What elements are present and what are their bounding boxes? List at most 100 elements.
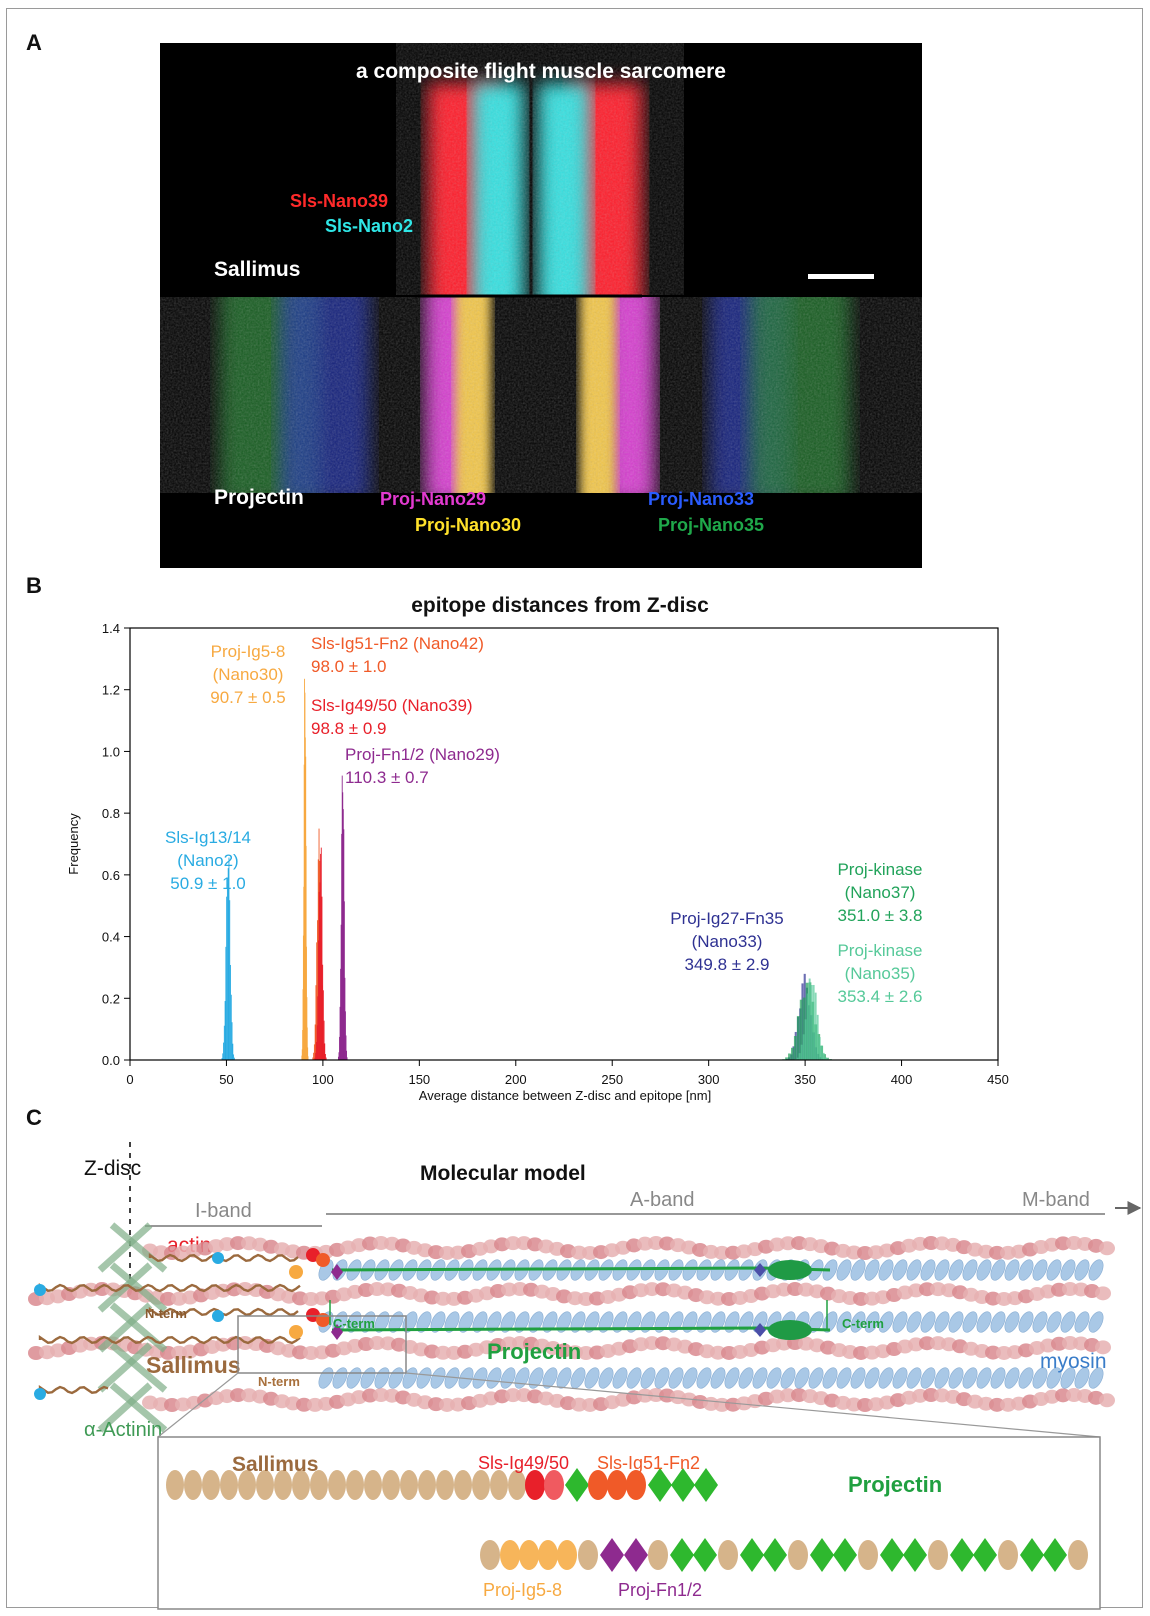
peak-bar — [340, 968, 342, 1060]
m-band-label: M-band — [1022, 1189, 1090, 1211]
sallimus-model-label: Sallimus — [146, 1352, 241, 1378]
stain-label-proj-nano35: Proj-Nano35 — [658, 515, 765, 535]
peak-bar — [315, 1041, 317, 1060]
peak-bar — [225, 946, 227, 1060]
peak-bar — [808, 978, 811, 1060]
peak-bar — [798, 1053, 801, 1060]
peak-bar — [324, 1054, 326, 1060]
peak-label: Proj-kinase — [837, 860, 922, 879]
peak-bar — [315, 985, 317, 1060]
inset-sls-ig51-fn2-label: Sls-Ig51-Fn2 — [597, 1453, 700, 1473]
peak-bar — [318, 891, 320, 1060]
x-tick-label: 400 — [891, 1072, 913, 1087]
peak-bar — [802, 997, 806, 1060]
inset-sallimus-domains — [166, 1468, 718, 1502]
peak-bar — [793, 1036, 797, 1060]
projectin-strand — [289, 1248, 831, 1280]
peak-bar — [233, 1057, 235, 1060]
peak-bar — [342, 809, 344, 1060]
peak-label: 98.0 ± 1.0 — [311, 657, 387, 676]
peak-bar — [804, 1019, 807, 1060]
peak-bar — [323, 1020, 325, 1060]
n-term-label-1: N-term — [145, 1306, 187, 1321]
peak-bar — [322, 964, 324, 1060]
peak-bar — [799, 999, 803, 1060]
stain-label-proj-nano30: Proj-Nano30 — [415, 515, 522, 535]
peak-bar — [226, 883, 228, 1060]
chart-title: epitope distances from Z-disc — [411, 594, 709, 617]
peak-label: 98.8 ± 0.9 — [311, 719, 387, 738]
actin-filament — [28, 1282, 1111, 1306]
peak-bar — [228, 857, 230, 1060]
peak-label: 50.9 ± 1.0 — [170, 874, 246, 893]
peak-bar — [226, 896, 228, 1060]
peak-bar — [317, 996, 319, 1060]
x-tick-label: 250 — [601, 1072, 623, 1087]
peak-bar — [339, 1036, 340, 1060]
x-tick-label: 350 — [794, 1072, 816, 1087]
peak-label: (Nano30) — [213, 665, 284, 684]
x-tick-label: 300 — [698, 1072, 720, 1087]
x-axis-label: Average distance between Z-disc and epit… — [419, 1088, 711, 1103]
peak-bar — [340, 924, 342, 1060]
peak-bar — [314, 1057, 316, 1060]
peak-bar — [345, 1035, 347, 1060]
peak-bar — [810, 985, 813, 1060]
sallimus-strand — [38, 1283, 301, 1293]
peak-bar — [812, 984, 815, 1060]
z-disc-label: Z-disc — [84, 1157, 141, 1180]
peak-bar — [814, 992, 817, 1060]
x-tick-label: 450 — [987, 1072, 1009, 1087]
peak-3 — [314, 847, 327, 1060]
y-tick-label: 1.0 — [102, 744, 120, 759]
peak-bar — [227, 868, 229, 1060]
peak-bar — [317, 920, 318, 1060]
peak-bar — [826, 1057, 829, 1060]
peak-bar — [325, 1057, 327, 1060]
peak-bar — [816, 1014, 819, 1060]
peak-bar — [339, 1006, 341, 1060]
peak-bar — [818, 1037, 821, 1060]
peak-bar — [318, 940, 319, 1060]
x-tick-label: 50 — [219, 1072, 233, 1087]
x-tick-label: 100 — [312, 1072, 334, 1087]
actin-filament — [142, 1388, 1115, 1412]
scale-bar — [808, 274, 874, 279]
alpha-actinin-label: α-Actinin — [84, 1419, 162, 1441]
peak-label: Sls-Ig51-Fn2 (Nano42) — [311, 634, 484, 653]
peak-label: Proj-Fn1/2 (Nano29) — [345, 745, 500, 764]
peak-bar — [313, 1052, 315, 1060]
peak-bar — [221, 1058, 223, 1060]
stain-label-sls-nano39: Sls-Nano39 — [290, 191, 389, 211]
peak-bar — [229, 900, 231, 1060]
y-tick-label: 0.8 — [102, 806, 120, 821]
peak-bar — [230, 994, 232, 1060]
peak-bar — [315, 1052, 317, 1060]
sallimus-strand — [38, 1385, 109, 1395]
micrograph-title: a composite flight muscle sarcomere — [356, 60, 726, 83]
y-tick-label: 0.2 — [102, 991, 120, 1006]
peak-bar — [223, 1025, 225, 1060]
y-tick-label: 0.0 — [102, 1053, 120, 1068]
peak-label: 90.7 ± 0.5 — [210, 688, 286, 707]
c-term-label-2: C-term — [842, 1316, 884, 1331]
y-tick-label: 1.2 — [102, 683, 120, 698]
peak-label: (Nano37) — [845, 883, 916, 902]
peak-bar — [343, 901, 345, 1060]
peak-bar — [341, 775, 343, 1060]
peak-bar — [307, 1047, 309, 1060]
peak-bar — [796, 1015, 800, 1060]
x-tick-label: 150 — [408, 1072, 430, 1087]
myosin-label: myosin — [1040, 1350, 1107, 1373]
peak-bar — [785, 1057, 788, 1060]
peak-7 — [794, 978, 829, 1060]
stain-label-sls-nano2: Sls-Nano2 — [325, 216, 414, 236]
peak-bar — [802, 1034, 805, 1060]
peak-label: Sls-Ig13/14 — [165, 828, 251, 847]
peak-bar — [324, 1043, 326, 1060]
peak-bar — [824, 1057, 827, 1060]
peak-bar — [320, 853, 322, 1060]
peak-bar — [788, 1053, 791, 1060]
peak-label: 110.3 ± 0.7 — [345, 768, 429, 787]
peak-bar — [313, 1044, 315, 1060]
